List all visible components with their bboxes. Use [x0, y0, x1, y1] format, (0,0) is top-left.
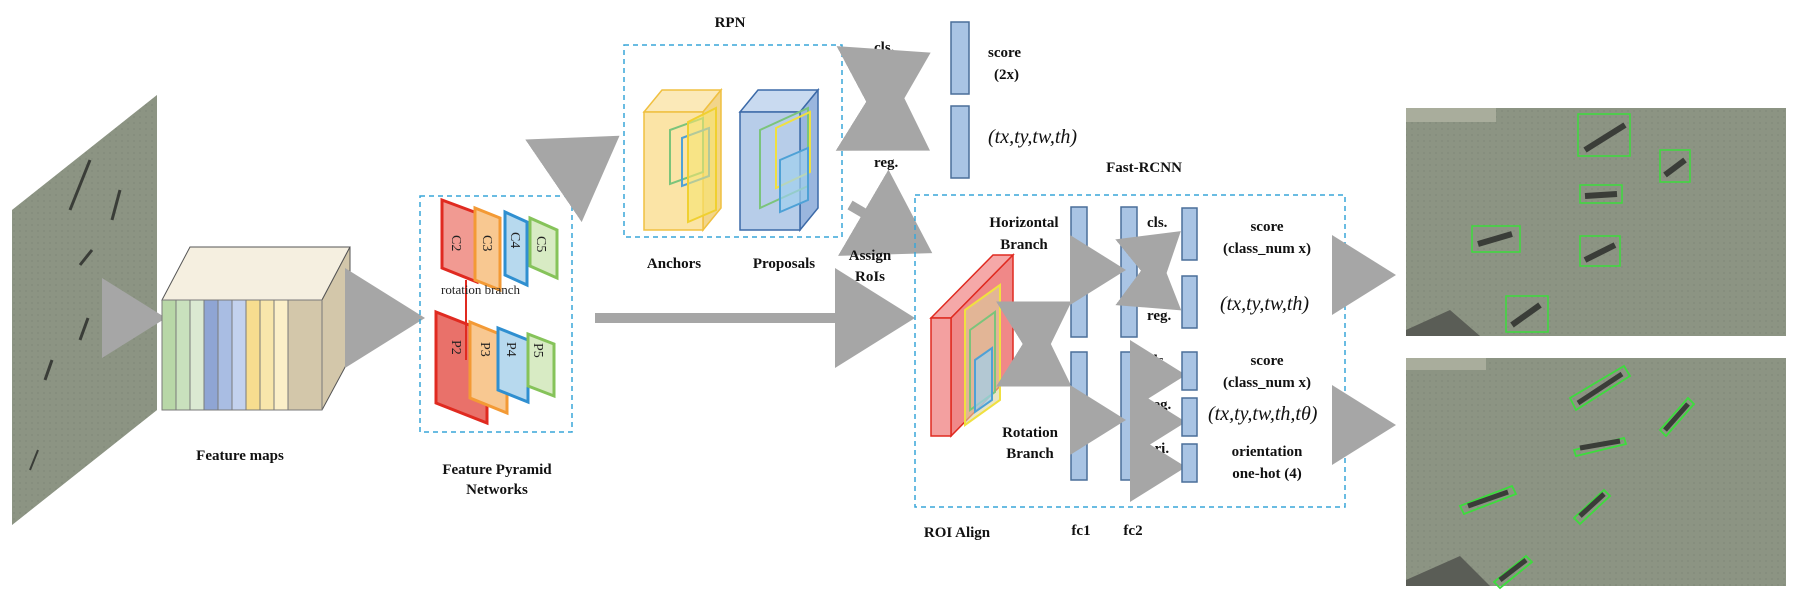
arrow-h-cls	[1115, 231, 1181, 294]
anchors-label: Anchors	[647, 256, 701, 272]
h-cls-label: cls.	[1147, 215, 1168, 231]
feature-maps-label: Feature maps	[196, 448, 284, 464]
rpn-reg-fc	[950, 105, 970, 179]
arrow-to-horizontal	[996, 301, 1072, 370]
fpn-c-layers	[440, 197, 559, 293]
orientation-line2: one-hot (4)	[1232, 466, 1302, 482]
c4-layer	[503, 209, 529, 288]
rpn-title: RPN	[715, 15, 746, 31]
fpn-dashed-box	[419, 195, 573, 433]
arrow-to-rotation	[996, 318, 1072, 387]
arrow-rpn-cls	[836, 46, 931, 135]
rotation-fc1	[1070, 351, 1088, 481]
anchors-block	[642, 87, 723, 233]
r-reg-fc	[1181, 397, 1198, 437]
h-reg-fc	[1181, 275, 1198, 329]
arrow-h-reg	[1115, 248, 1182, 311]
feature-maps-block	[161, 246, 351, 411]
result-image-horizontal	[1406, 108, 1786, 336]
r-score-label: score	[1250, 353, 1283, 369]
c3-text: C3	[479, 235, 494, 251]
roi-align-block	[929, 253, 1015, 438]
rotation-fc2	[1120, 351, 1138, 481]
rpn-reg-label: reg.	[874, 155, 899, 171]
rpn-cls-label: cls.	[874, 40, 895, 56]
arrow-fpn-to-rpn	[525, 135, 620, 223]
r-reg-label: reg.	[1147, 397, 1172, 413]
roi-align-label: ROI Align	[924, 525, 991, 541]
c3-layer	[473, 205, 502, 293]
orientation-line1: orientation	[1232, 444, 1303, 460]
p5-text: P5	[530, 343, 545, 358]
arrow-assign-rois	[837, 169, 933, 256]
horizontal-fc2	[1120, 206, 1138, 338]
h-class-num: (class_num x)	[1223, 241, 1311, 257]
horizontal-branch-line1: Horizontal	[989, 215, 1058, 231]
rpn-score-fc	[950, 21, 970, 95]
h-score-fc	[1181, 207, 1198, 261]
r-score-fc	[1181, 351, 1198, 391]
fast-rcnn-dashed-box	[914, 194, 1346, 508]
h-reg-output: (tx,ty,tw,th)	[1220, 293, 1309, 315]
fc2-label: fc2	[1123, 523, 1142, 539]
h-score-label: score	[1250, 219, 1283, 235]
c5-layer	[528, 215, 559, 281]
p2-text: P2	[448, 340, 463, 355]
proposals-block	[738, 87, 820, 233]
c4-text: C4	[507, 232, 522, 248]
arrow-rpn-reg	[835, 65, 930, 151]
p5-layer	[526, 331, 556, 399]
rotation-branch-fpn-label: rotation branch	[441, 282, 521, 297]
result-image-rotated	[1406, 358, 1786, 590]
c2-text: C2	[448, 235, 463, 251]
p4-layer	[496, 325, 530, 405]
horizontal-fc1	[1070, 206, 1088, 338]
horizontal-branch-line2: Branch	[1000, 237, 1048, 253]
p4-text: P4	[503, 342, 518, 357]
assign-label-line1: Assign	[849, 248, 892, 264]
rpn-dashed-box	[623, 44, 843, 238]
rpn-score-2x: (2x)	[994, 67, 1019, 83]
rpn-reg-output: (tx,ty,tw,th)	[988, 126, 1077, 148]
fpn-label-line2: Networks	[466, 482, 528, 498]
p3-text: P3	[477, 342, 492, 357]
fpn-p-layers	[434, 309, 556, 426]
r-ori-label: ori.	[1147, 441, 1169, 457]
assign-label-line2: RoIs	[855, 269, 885, 285]
rpn-score-label: score	[988, 45, 1021, 61]
rotation-branch-line1: Rotation	[1002, 425, 1058, 441]
r-cls-label: cls.	[1147, 353, 1168, 369]
r-reg-output: (tx,ty,tw,th,tθ)	[1208, 403, 1318, 425]
fc1-label: fc1	[1071, 523, 1090, 539]
fpn-label-line1: Feature Pyramid	[442, 462, 552, 478]
proposals-label: Proposals	[753, 256, 815, 272]
input-image	[12, 95, 157, 525]
fast-rcnn-title: Fast-RCNN	[1106, 160, 1182, 176]
r-ori-fc	[1181, 443, 1198, 483]
rotation-branch-line2: Branch	[1006, 446, 1054, 462]
h-reg-label: reg.	[1147, 308, 1172, 324]
r-class-num: (class_num x)	[1223, 375, 1311, 391]
c5-text: C5	[533, 236, 548, 252]
